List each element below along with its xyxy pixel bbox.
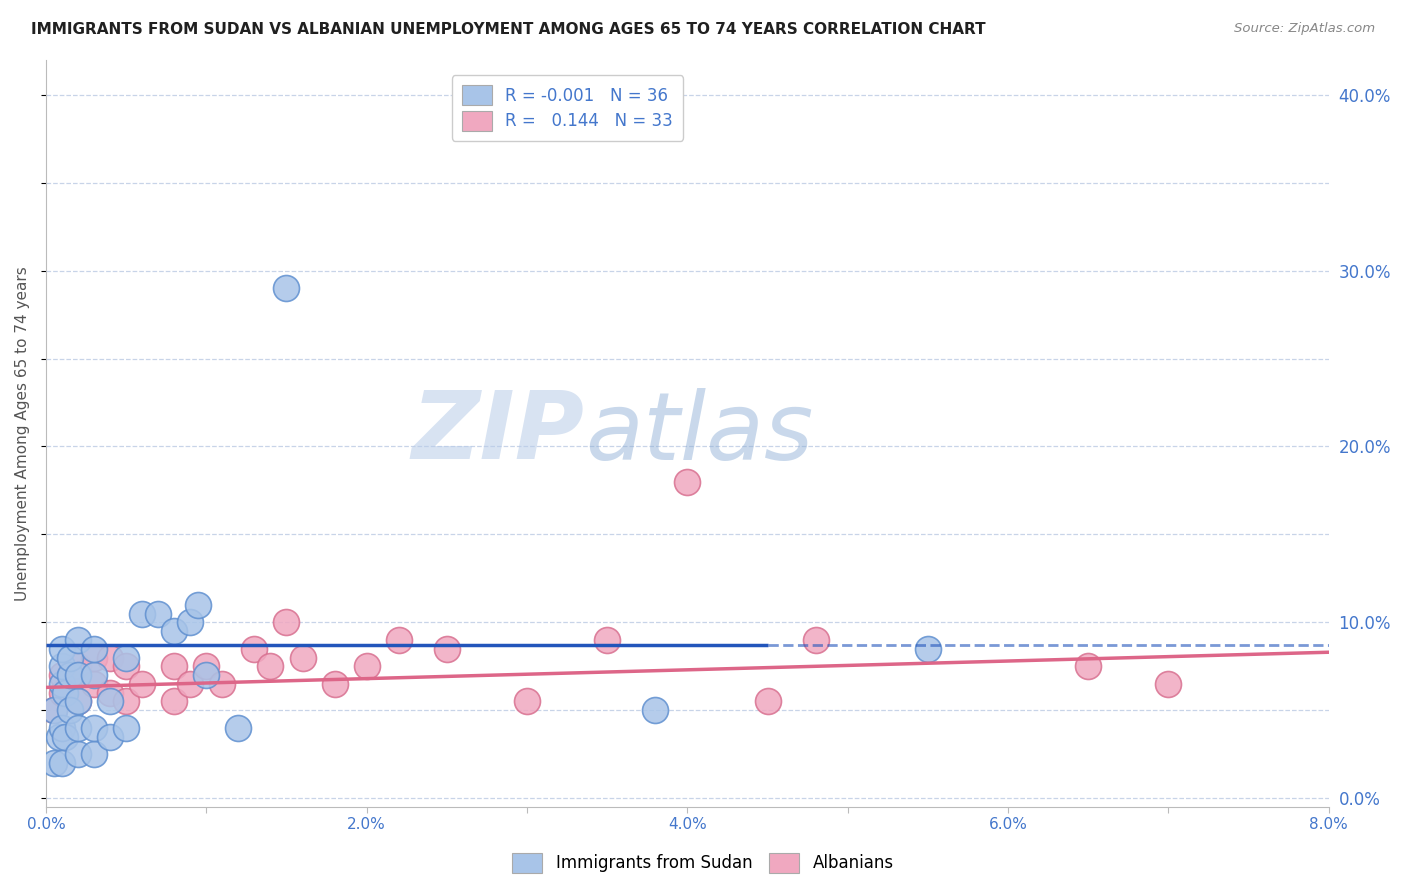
Point <box>98 694 121 708</box>
Point <box>51 677 73 691</box>
Point <box>67 668 90 682</box>
Point <box>187 598 209 612</box>
Point <box>51 756 73 770</box>
Point <box>676 475 699 489</box>
Point <box>51 668 73 682</box>
Point <box>51 721 73 735</box>
Point <box>436 641 458 656</box>
Point <box>83 668 105 682</box>
Legend: R = -0.001   N = 36, R =   0.144   N = 33: R = -0.001 N = 36, R = 0.144 N = 33 <box>451 76 683 141</box>
Point <box>163 659 186 673</box>
Point <box>163 694 186 708</box>
Text: ZIP: ZIP <box>412 387 585 479</box>
Point <box>131 607 153 621</box>
Point <box>195 659 218 673</box>
Point <box>388 632 411 647</box>
Point <box>59 650 82 665</box>
Point <box>804 632 827 647</box>
Text: Source: ZipAtlas.com: Source: ZipAtlas.com <box>1234 22 1375 36</box>
Point <box>115 721 138 735</box>
Text: atlas: atlas <box>585 388 813 479</box>
Point <box>83 650 105 665</box>
Point <box>83 641 105 656</box>
Point <box>163 624 186 639</box>
Y-axis label: Unemployment Among Ages 65 to 74 years: Unemployment Among Ages 65 to 74 years <box>15 266 30 600</box>
Point <box>243 641 266 656</box>
Point <box>83 721 105 735</box>
Point <box>53 730 76 744</box>
Point <box>115 650 138 665</box>
Point <box>115 659 138 673</box>
Point <box>83 677 105 691</box>
Point <box>51 686 73 700</box>
Point <box>356 659 378 673</box>
Point <box>67 721 90 735</box>
Point <box>291 650 314 665</box>
Point <box>53 686 76 700</box>
Point <box>179 615 201 630</box>
Point <box>48 730 70 744</box>
Point <box>596 632 619 647</box>
Point <box>644 703 666 717</box>
Point <box>276 281 298 295</box>
Point <box>228 721 250 735</box>
Point <box>67 747 90 762</box>
Point <box>917 641 939 656</box>
Point <box>67 694 90 708</box>
Point <box>67 659 90 673</box>
Point <box>1077 659 1099 673</box>
Point <box>67 694 90 708</box>
Point <box>98 650 121 665</box>
Point <box>51 659 73 673</box>
Point <box>67 632 90 647</box>
Point <box>195 668 218 682</box>
Point <box>83 747 105 762</box>
Point <box>59 703 82 717</box>
Point <box>1157 677 1180 691</box>
Point <box>211 677 233 691</box>
Text: IMMIGRANTS FROM SUDAN VS ALBANIAN UNEMPLOYMENT AMONG AGES 65 TO 74 YEARS CORRELA: IMMIGRANTS FROM SUDAN VS ALBANIAN UNEMPL… <box>31 22 986 37</box>
Point <box>756 694 779 708</box>
Point <box>98 686 121 700</box>
Point <box>276 615 298 630</box>
Point <box>51 641 73 656</box>
Point <box>67 668 90 682</box>
Point <box>42 756 65 770</box>
Point <box>179 677 201 691</box>
Point <box>148 607 170 621</box>
Point <box>323 677 346 691</box>
Point <box>59 668 82 682</box>
Point <box>516 694 538 708</box>
Point <box>115 694 138 708</box>
Point <box>42 703 65 717</box>
Point <box>42 703 65 717</box>
Point <box>259 659 281 673</box>
Point <box>131 677 153 691</box>
Legend: Immigrants from Sudan, Albanians: Immigrants from Sudan, Albanians <box>506 847 900 880</box>
Point <box>98 730 121 744</box>
